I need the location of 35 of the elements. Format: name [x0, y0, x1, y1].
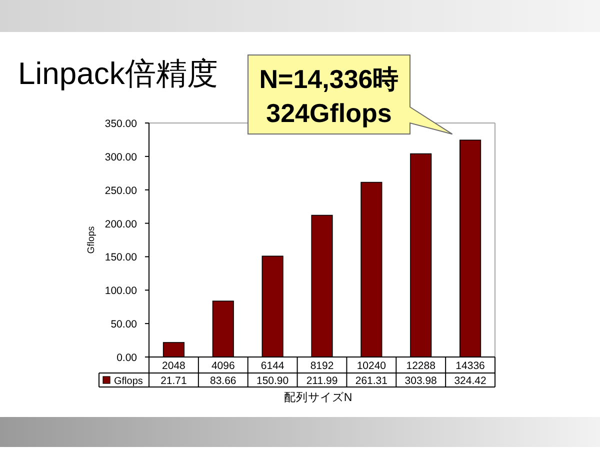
x-tick-label: 12288: [406, 360, 436, 372]
y-axis-title: Gflops: [86, 226, 97, 254]
data-label: 150.90: [256, 375, 289, 387]
bar: [162, 342, 184, 358]
y-tick-label: 0.00: [116, 352, 138, 364]
data-label: 303.98: [404, 375, 438, 387]
bar: [410, 153, 432, 358]
bar: [460, 140, 482, 358]
y-tick-label: 350.00: [104, 118, 138, 130]
y-tick-label: 300.00: [104, 151, 138, 164]
data-label: 261.31: [355, 375, 388, 387]
bar: [262, 256, 284, 358]
bar: [360, 182, 382, 358]
chart-title: Linpack倍精度: [18, 56, 218, 91]
y-tick-label: 200.00: [104, 218, 138, 230]
x-tick-label: 2048: [162, 360, 186, 372]
x-tick-label: 4096: [211, 360, 235, 372]
bar: [212, 300, 234, 358]
x-axis-title: 配列サイズN: [284, 391, 352, 404]
legend: Gflops: [102, 376, 143, 387]
data-label: 324.42: [454, 375, 486, 387]
y-tick-label: 250.00: [104, 184, 138, 197]
bar: [311, 214, 333, 358]
y-tick-label: 50.00: [110, 318, 138, 331]
x-tick-label: 14336: [456, 360, 486, 372]
x-tick-label: 6144: [260, 360, 284, 372]
data-label: 83.66: [210, 375, 236, 387]
y-tick-label: 150.00: [104, 252, 138, 264]
x-tick-label: 10240: [356, 360, 386, 372]
y-tick-label: 100.00: [104, 285, 138, 298]
data-label: 21.71: [160, 375, 188, 387]
annotation: N=14,336時 324Gflops: [259, 64, 399, 128]
data-label: 211.99: [306, 375, 338, 387]
x-tick-label: 8192: [310, 360, 334, 372]
legend-label: Gflops: [114, 376, 143, 387]
